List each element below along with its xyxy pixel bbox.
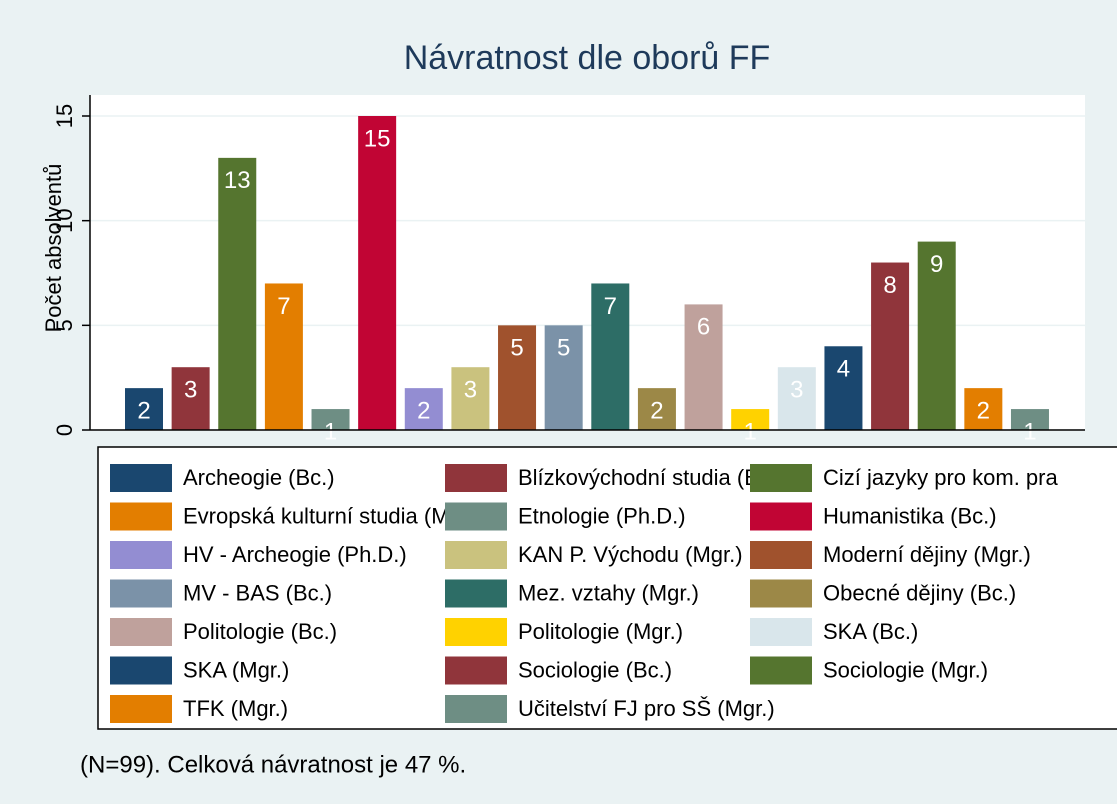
legend-label: Cizí jazyky pro kom. pra: [823, 465, 1058, 490]
value-label: 5: [557, 335, 570, 362]
value-label: 2: [417, 397, 430, 424]
value-label: 2: [977, 397, 990, 424]
value-label: 2: [650, 397, 663, 424]
legend-swatch: [750, 618, 812, 646]
y-tick-label: 5: [52, 319, 77, 331]
legend-swatch: [750, 464, 812, 492]
legend-label: Humanistika (Bc.): [823, 503, 997, 528]
y-tick-label: 0: [52, 424, 77, 436]
value-label: 3: [790, 377, 803, 404]
bar: [218, 157, 257, 430]
value-label: 3: [464, 377, 477, 404]
value-label: 1: [324, 418, 337, 445]
legend-label: SKA (Bc.): [823, 619, 918, 644]
legend-label: Blízkovýchodní studia (Bc.): [518, 465, 783, 490]
bar: [871, 262, 910, 430]
value-label: 13: [224, 167, 251, 194]
y-tick-label: 10: [52, 208, 77, 232]
legend-swatch: [110, 695, 172, 723]
legend-swatch: [110, 618, 172, 646]
value-label: 8: [883, 272, 896, 299]
bar: [358, 116, 397, 430]
value-label: 15: [364, 125, 391, 152]
bar: [451, 367, 490, 430]
legend-label: Politologie (Bc.): [183, 619, 337, 644]
note: (N=99). Celková návratnost je 47 %.: [80, 751, 466, 778]
legend-swatch: [750, 579, 812, 608]
bar: [684, 304, 723, 430]
legend-swatch: [445, 464, 507, 492]
bar: [544, 325, 583, 430]
value-label: 2: [137, 397, 150, 424]
legend-label: Mez. vztahy (Mgr.): [518, 580, 699, 605]
value-label: 1: [744, 418, 757, 445]
legend-swatch: [750, 541, 812, 569]
bar: [171, 367, 210, 430]
legend-swatch: [110, 502, 172, 531]
value-label: 5: [510, 335, 523, 362]
legend-label: SKA (Mgr.): [183, 657, 289, 682]
legend-label: HV - Archeogie (Ph.D.): [183, 542, 407, 567]
value-label: 6: [697, 314, 710, 341]
value-label: 9: [930, 251, 943, 278]
legend: [97, 446, 1117, 730]
legend-swatch: [750, 502, 812, 531]
legend-swatch: [110, 579, 172, 608]
legend-label: TFK (Mgr.): [183, 696, 288, 721]
bar: [264, 283, 303, 430]
bar: [917, 241, 956, 430]
bar: [591, 283, 630, 430]
legend-label: MV - BAS (Bc.): [183, 580, 332, 605]
legend-swatch: [110, 656, 172, 685]
value-label: 7: [604, 293, 617, 320]
legend-label: Etnologie (Ph.D.): [518, 503, 686, 528]
bar: [404, 388, 443, 430]
bar: [777, 367, 816, 430]
legend-label: Politologie (Mgr.): [518, 619, 683, 644]
legend-swatch: [445, 695, 507, 723]
chart-title: Návratnost dle oborů FF: [404, 39, 771, 77]
legend-label: Sociologie (Mgr.): [823, 657, 988, 682]
bar: [731, 409, 770, 430]
legend-swatch: [110, 541, 172, 569]
legend-items: Archeogie (Bc.) Blízkovýchodní studia (Bc…: [110, 464, 1058, 723]
bar: [824, 346, 863, 430]
bar: [125, 388, 163, 430]
legend-swatch: [445, 502, 507, 531]
legend-label: Obecné dějiny (Bc.): [823, 580, 1016, 605]
legend-swatch: [110, 464, 172, 492]
legend-label: Moderní dějiny (Mgr.): [823, 542, 1031, 567]
value-label: 1: [1023, 418, 1036, 445]
bar: [964, 388, 1003, 430]
legend-label: Sociologie (Bc.): [518, 657, 672, 682]
y-axis-label: Počet absolventů: [41, 164, 66, 333]
y-tick-label: 15: [52, 104, 77, 128]
legend-label: KAN P. Východu (Mgr.): [518, 542, 743, 567]
legend-swatch: [445, 541, 507, 569]
bar: [637, 388, 676, 430]
legend-label: Archeogie (Bc.): [183, 465, 335, 490]
value-label: 4: [837, 356, 850, 383]
legend-label: Evropská kulturní studia (Mgr.): [183, 503, 481, 528]
bar: [498, 325, 537, 430]
legend-swatch: [750, 656, 812, 685]
legend-swatch: [445, 656, 507, 685]
legend-label: Učitelství FJ pro SŠ (Mgr.): [518, 696, 775, 721]
bar: [311, 409, 350, 430]
value-label: 7: [277, 293, 290, 320]
bar: [1010, 409, 1049, 430]
legend-swatch: [445, 618, 507, 646]
legend-swatch: [445, 579, 507, 608]
value-label: 3: [184, 377, 197, 404]
